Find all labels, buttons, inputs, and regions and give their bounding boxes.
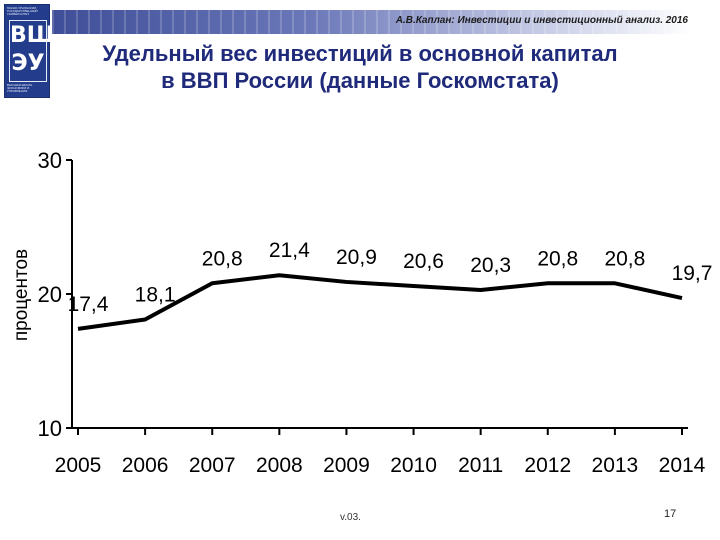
x-tick-label: 2005: [55, 454, 102, 477]
data-labels: 17,4 18,1 20,8 21,4 20,9 20,6 20,3 20,8 20,8 19,7: [68, 239, 713, 316]
data-label: 20,8: [604, 247, 645, 270]
page-title: Удельный вес инвестиций в основной капит…: [40, 40, 680, 94]
x-tick-label: 2014: [659, 454, 706, 477]
y-tick-label: 30: [38, 148, 62, 173]
x-tick-label: 2008: [256, 454, 303, 477]
logo-line-1: ВШ: [10, 23, 54, 48]
x-tick-label: 2006: [122, 454, 169, 477]
x-tick-label: 2011: [458, 454, 503, 477]
logo-top-text: ЮЖНО-УРАЛЬСКИЙ ГОСУДАРСТВЕННЫЙ УНИВЕРСИТ…: [7, 7, 38, 16]
x-tick-label: 2009: [323, 454, 370, 477]
data-label: 19,7: [672, 262, 713, 285]
data-label: 18,1: [135, 283, 176, 306]
title-line-2: в ВВП России (данные Госкомстата): [161, 68, 559, 93]
header-bar: [52, 10, 692, 34]
x-tick-label: 2010: [390, 454, 437, 477]
page-number: 17: [664, 508, 677, 520]
x-tick-label: 2013: [592, 454, 639, 477]
header-stripes: [52, 10, 692, 34]
logo-monogram: ВШ ЭУ: [9, 20, 54, 82]
y-tick-label: 20: [38, 282, 62, 307]
header-caption: А.В.Каплан: Инвестиции и инвестиционный …: [395, 15, 688, 26]
university-logo: ЮЖНО-УРАЛЬСКИЙ ГОСУДАРСТВЕННЫЙ УНИВЕРСИТ…: [4, 4, 54, 98]
data-label: 17,4: [68, 293, 109, 316]
x-tick-label: 2012: [524, 454, 571, 477]
x-ticks: 2005 2006 2007 2008 2009 2010 2011 2012 2013 2014: [55, 428, 706, 477]
x-tick-label: 2007: [189, 454, 236, 477]
data-label: 20,9: [336, 246, 377, 269]
logo-line-2: ЭУ: [11, 51, 45, 76]
data-label: 20,8: [202, 247, 243, 270]
y-axis-label: процентов: [11, 249, 32, 341]
title-line-1: Удельный вес инвестиций в основной капит…: [102, 41, 618, 66]
y-ticks: 10 20 30: [38, 148, 72, 441]
data-label: 20,8: [537, 247, 578, 270]
y-tick-label: 10: [38, 416, 62, 441]
data-label: 20,3: [470, 254, 511, 277]
logo-bottom-text: ВЫСШАЯ ШКОЛА ЭКОНОМИКИ И УПРАВЛЕНИЯ: [7, 84, 33, 93]
data-label: 20,6: [403, 250, 444, 273]
series-line: [77, 273, 683, 331]
data-label: 21,4: [269, 239, 310, 262]
version-label: v.03.: [340, 512, 361, 523]
